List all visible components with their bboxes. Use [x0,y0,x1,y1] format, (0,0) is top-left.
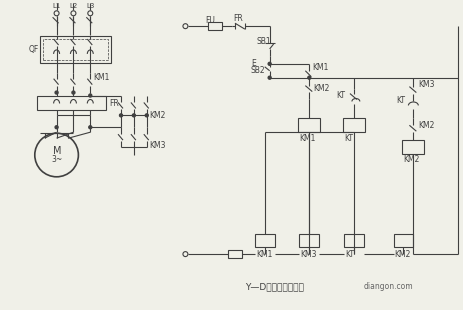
Text: L1: L1 [52,3,61,9]
Bar [342,118,364,132]
Circle shape [55,91,58,94]
Text: KM1: KM1 [255,250,272,259]
Text: QF: QF [29,46,39,55]
Bar [208,22,222,30]
Circle shape [132,114,135,117]
Text: M: M [52,146,61,156]
Text: KM2: KM2 [394,250,410,259]
Circle shape [119,114,122,117]
Bar [298,118,319,132]
Text: KM3: KM3 [150,141,166,150]
Text: KM2: KM2 [313,84,329,93]
Bar [40,36,111,63]
Text: Y—D起动控制电路图: Y—D起动控制电路图 [244,282,303,291]
Text: KM1: KM1 [312,63,328,72]
Text: KM1: KM1 [93,73,109,82]
Text: KT: KT [344,250,353,259]
Bar [43,39,108,60]
Text: FR: FR [232,14,242,23]
Text: SB1: SB1 [256,37,271,46]
Text: KM3: KM3 [418,80,434,89]
Bar [401,140,423,154]
Text: 3~: 3~ [51,155,63,165]
Circle shape [307,76,310,79]
Circle shape [88,126,92,129]
Text: KT: KT [396,96,405,105]
Text: E: E [250,59,255,68]
Text: KT: KT [335,91,344,100]
Bar [227,250,241,258]
Text: FU: FU [205,16,215,25]
Text: KM2: KM2 [403,155,419,165]
Bar [37,95,106,110]
Bar [393,234,413,247]
Bar [343,234,363,247]
Bar [254,234,274,247]
Text: L2: L2 [69,3,77,9]
Text: FR: FR [109,99,119,108]
Bar [299,234,319,247]
Text: KM3: KM3 [300,250,316,259]
Circle shape [88,94,92,97]
Text: SB2: SB2 [250,66,265,75]
Circle shape [72,91,75,94]
Circle shape [145,114,148,117]
Text: KM2: KM2 [418,121,434,130]
Text: KM2: KM2 [150,111,166,120]
Text: L3: L3 [86,3,94,9]
Text: KM1: KM1 [299,134,315,143]
Circle shape [268,62,270,65]
Text: KT: KT [343,134,352,143]
Text: diangon.com: diangon.com [363,282,413,291]
Circle shape [268,76,270,79]
Circle shape [55,126,58,129]
